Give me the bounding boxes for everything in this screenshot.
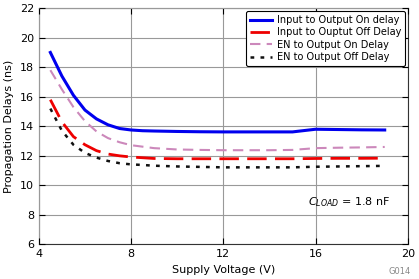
EN to Output Off Delay bbox=[106, 159, 111, 163]
Input to Output On delay bbox=[221, 130, 226, 134]
EN to Output On Delay bbox=[244, 148, 249, 152]
EN to Output Off Delay bbox=[175, 165, 180, 168]
Input to Ouptut Off Delay bbox=[221, 157, 226, 160]
Input to Output On delay bbox=[359, 128, 364, 131]
Input to Output On delay bbox=[71, 94, 76, 97]
EN to Output On Delay bbox=[59, 88, 65, 91]
Input to Ouptut Off Delay bbox=[140, 156, 145, 159]
Input to Ouptut Off Delay bbox=[359, 157, 364, 160]
EN to Output On Delay bbox=[106, 136, 111, 140]
Input to Output On delay bbox=[313, 128, 318, 131]
Text: $C_{LOAD}$ = 1.8 nF: $C_{LOAD}$ = 1.8 nF bbox=[308, 195, 390, 209]
Input to Ouptut Off Delay bbox=[382, 157, 387, 160]
Text: G014: G014 bbox=[388, 267, 411, 276]
EN to Output Off Delay bbox=[221, 166, 226, 169]
EN to Output Off Delay bbox=[59, 129, 65, 133]
EN to Output On Delay bbox=[175, 148, 180, 151]
EN to Output On Delay bbox=[140, 145, 145, 148]
Input to Output On delay bbox=[129, 128, 134, 132]
EN to Output On Delay bbox=[83, 119, 88, 123]
EN to Output On Delay bbox=[71, 105, 76, 109]
EN to Output Off Delay bbox=[140, 163, 145, 167]
EN to Output Off Delay bbox=[94, 156, 99, 159]
EN to Output On Delay bbox=[359, 146, 364, 149]
EN to Output Off Delay bbox=[198, 165, 203, 169]
Legend: Input to Output On delay, Input to Ouptut Off Delay, EN to Output On Delay, EN t: Input to Output On delay, Input to Ouptu… bbox=[246, 11, 405, 66]
Input to Output On delay bbox=[382, 128, 387, 132]
EN to Output On Delay bbox=[152, 146, 157, 150]
Input to Output On delay bbox=[152, 129, 157, 133]
Input to Ouptut Off Delay bbox=[244, 157, 249, 160]
Input to Ouptut Off Delay bbox=[71, 135, 76, 138]
Line: Input to Output On delay: Input to Output On delay bbox=[50, 52, 385, 132]
Input to Ouptut Off Delay bbox=[83, 143, 88, 146]
EN to Output Off Delay bbox=[382, 164, 387, 167]
Input to Ouptut Off Delay bbox=[290, 157, 295, 160]
Input to Output On delay bbox=[83, 108, 88, 112]
Input to Ouptut Off Delay bbox=[152, 157, 157, 160]
EN to Output Off Delay bbox=[313, 165, 318, 169]
EN to Output On Delay bbox=[129, 143, 134, 147]
Line: EN to Output On Delay: EN to Output On Delay bbox=[50, 70, 385, 150]
EN to Output On Delay bbox=[221, 148, 226, 152]
EN to Output Off Delay bbox=[117, 162, 122, 165]
EN to Output Off Delay bbox=[267, 166, 272, 169]
EN to Output On Delay bbox=[290, 148, 295, 151]
EN to Output Off Delay bbox=[71, 143, 76, 146]
Input to Output On delay bbox=[267, 130, 272, 134]
Input to Output On delay bbox=[48, 51, 53, 54]
Input to Ouptut Off Delay bbox=[129, 155, 134, 159]
EN to Output Off Delay bbox=[152, 164, 157, 167]
Input to Output On delay bbox=[290, 130, 295, 134]
Input to Ouptut Off Delay bbox=[267, 157, 272, 160]
Input to Ouptut Off Delay bbox=[175, 157, 180, 160]
Input to Ouptut Off Delay bbox=[117, 154, 122, 158]
Y-axis label: Propagation Delays (ns): Propagation Delays (ns) bbox=[4, 60, 14, 193]
Line: Input to Ouptut Off Delay: Input to Ouptut Off Delay bbox=[50, 100, 385, 159]
Input to Ouptut Off Delay bbox=[106, 152, 111, 156]
Input to Output On delay bbox=[336, 128, 341, 131]
Input to Ouptut Off Delay bbox=[94, 149, 99, 152]
Input to Output On delay bbox=[244, 130, 249, 134]
Input to Output On delay bbox=[175, 130, 180, 133]
EN to Output On Delay bbox=[313, 146, 318, 150]
EN to Output Off Delay bbox=[83, 151, 88, 155]
Input to Ouptut Off Delay bbox=[336, 157, 341, 160]
Line: EN to Output Off Delay: EN to Output Off Delay bbox=[50, 109, 385, 167]
Input to Output On delay bbox=[198, 130, 203, 133]
Input to Output On delay bbox=[106, 123, 111, 126]
EN to Output Off Delay bbox=[48, 107, 53, 110]
EN to Output On Delay bbox=[336, 146, 341, 149]
Input to Output On delay bbox=[94, 117, 99, 121]
Input to Ouptut Off Delay bbox=[313, 157, 318, 160]
EN to Output On Delay bbox=[94, 130, 99, 133]
EN to Output Off Delay bbox=[336, 165, 341, 168]
EN to Output On Delay bbox=[382, 145, 387, 149]
Input to Ouptut Off Delay bbox=[59, 120, 65, 124]
EN to Output Off Delay bbox=[290, 166, 295, 169]
EN to Output On Delay bbox=[267, 148, 272, 152]
Input to Ouptut Off Delay bbox=[198, 157, 203, 160]
Input to Output On delay bbox=[140, 129, 145, 133]
EN to Output Off Delay bbox=[129, 163, 134, 166]
X-axis label: Supply Voltage (V): Supply Voltage (V) bbox=[172, 265, 275, 275]
Input to Ouptut Off Delay bbox=[48, 98, 53, 101]
Input to Output On delay bbox=[117, 127, 122, 130]
Input to Output On delay bbox=[59, 74, 65, 78]
EN to Output Off Delay bbox=[244, 166, 249, 169]
EN to Output On Delay bbox=[117, 141, 122, 144]
EN to Output Off Delay bbox=[359, 165, 364, 168]
EN to Output On Delay bbox=[198, 148, 203, 151]
EN to Output On Delay bbox=[48, 69, 53, 72]
